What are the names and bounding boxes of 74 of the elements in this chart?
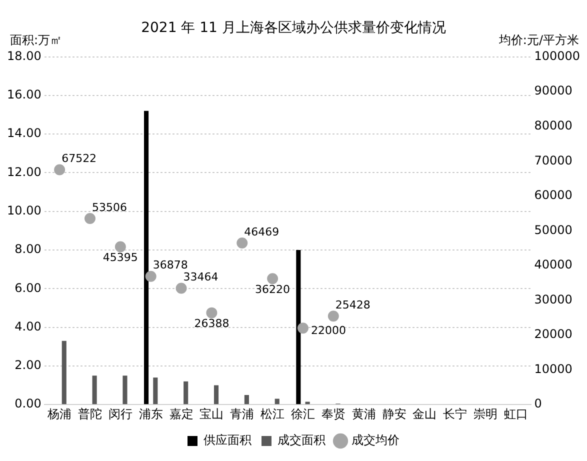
y-tick-label: 18.00: [6, 48, 42, 63]
y-tick-label: 8.00: [14, 242, 42, 256]
point: [84, 213, 96, 224]
data-label: 25428: [335, 298, 370, 312]
y2-tick-label: 90000: [534, 84, 572, 98]
bar: [214, 385, 219, 404]
x-tick-label: 静安: [382, 406, 406, 421]
point: [328, 310, 339, 322]
chart-title: 2021 年 11 月上海各区域办公供求量价变化情况: [141, 20, 446, 36]
x-tick-label: 宝山: [200, 406, 224, 421]
data-label: 36220: [255, 282, 290, 296]
bar: [296, 250, 301, 404]
data-label: 46469: [244, 225, 280, 238]
data-label: 36878: [152, 258, 188, 272]
point: [267, 273, 278, 284]
data-label: 22000: [310, 324, 346, 337]
legend-label: 供应面积: [204, 433, 252, 448]
y-tick-label: 16.00: [6, 88, 42, 102]
point: [145, 270, 156, 282]
bar: [144, 110, 149, 404]
y-tick-label: 4.00: [14, 319, 42, 334]
x-tick-label: 闵行: [108, 406, 132, 421]
x-tick-label: 黄浦: [352, 406, 376, 421]
y2-tick-label: 60000: [534, 188, 572, 202]
bar: [122, 376, 128, 404]
y2-tick-label: 0: [534, 396, 542, 411]
x-tick-label: 浦东: [138, 406, 163, 421]
y2-tick-label: 40000: [534, 258, 572, 272]
y-axis-title: 面积:万㎡: [10, 32, 62, 47]
x-tick-label: 崇明: [474, 406, 498, 421]
y-tick-label: 0.00: [14, 396, 42, 411]
x-tick-label: 金山: [412, 406, 437, 421]
bar: [274, 398, 280, 404]
y-tick-label: 12.00: [6, 164, 42, 179]
bar: [153, 378, 158, 404]
y2-tick-label: 70000: [534, 153, 572, 168]
y2-tick-label: 20000: [534, 327, 572, 342]
x-tick-label: 奉贤: [321, 406, 346, 421]
x-tick-label: 嘉定: [169, 406, 194, 421]
point: [176, 282, 187, 294]
y2-tick-label: 100000: [534, 48, 580, 63]
y2-tick-label: 30000: [534, 292, 572, 306]
x-tick-label: 普陀: [78, 406, 102, 421]
x-tick-label: 虹口: [504, 406, 528, 421]
bar: [305, 402, 310, 404]
y-tick-label: 2.00: [14, 358, 42, 372]
y-tick-label: 10.00: [6, 204, 42, 218]
bar: [244, 394, 249, 404]
x-tick-label: 杨浦: [46, 406, 72, 421]
point: [236, 237, 248, 248]
y2-tick-label: 10000: [534, 362, 572, 376]
bar: [92, 376, 97, 404]
y-tick-label: 6.00: [14, 280, 42, 295]
point: [206, 307, 218, 318]
y2-axis-title: 均价:元/平方米: [498, 32, 579, 47]
y-tick-label: 14.00: [6, 126, 42, 140]
bar: [62, 340, 66, 404]
data-label: 33464: [183, 270, 218, 284]
x-tick-label: 徐汇: [290, 406, 315, 421]
data-label: 67522: [62, 152, 97, 166]
y2-tick-label: 50000: [534, 222, 572, 237]
x-tick-label: 松江: [260, 406, 285, 421]
y2-tick-label: 80000: [534, 118, 572, 132]
data-label: 53506: [92, 200, 127, 214]
data-label: 26388: [194, 317, 230, 330]
legend-label: 成交面积: [278, 433, 326, 448]
x-tick-label: 青浦: [230, 406, 254, 421]
x-tick-label: 长宁: [443, 406, 468, 421]
bar: [184, 381, 188, 404]
point: [297, 322, 308, 334]
point: [54, 164, 66, 176]
legend-label: 成交均价: [352, 433, 400, 448]
point: [114, 241, 126, 252]
data-label: 45395: [102, 251, 138, 264]
